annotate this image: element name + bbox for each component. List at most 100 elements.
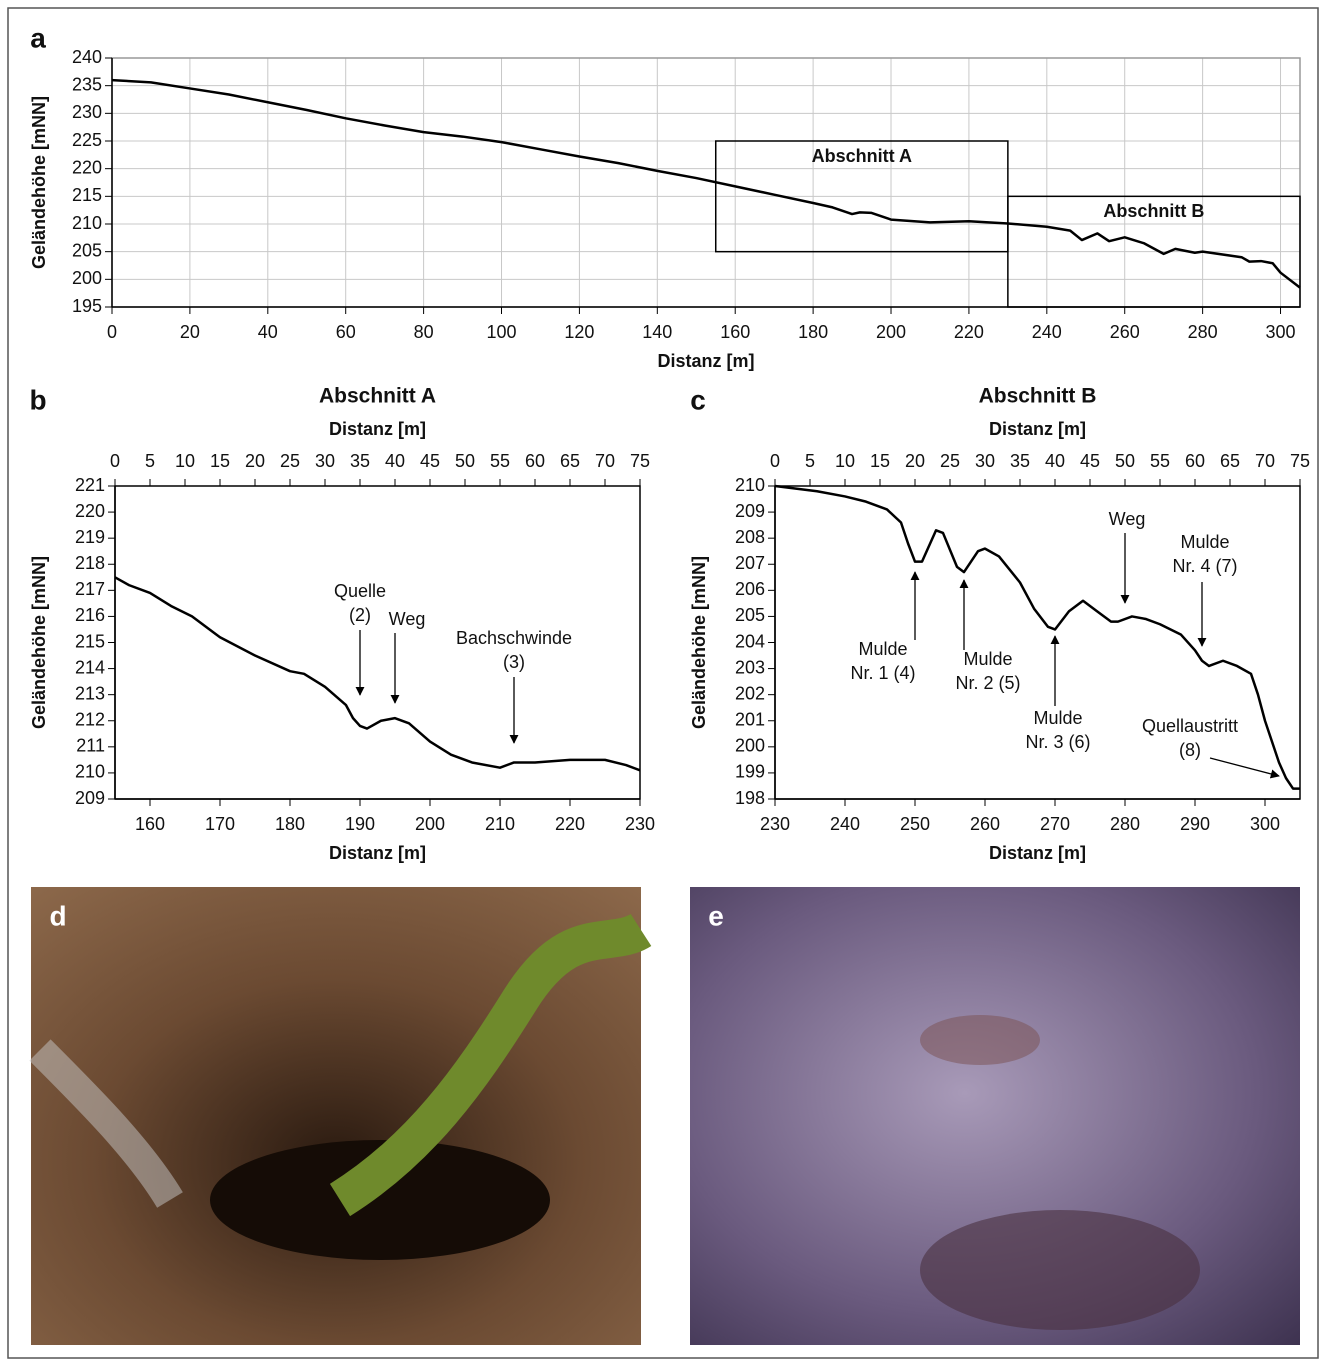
x2-tick-label: 10 bbox=[175, 451, 195, 471]
x-tick-label: 160 bbox=[135, 814, 165, 834]
x-tick-label: 240 bbox=[830, 814, 860, 834]
x2-tick-label: 20 bbox=[245, 451, 265, 471]
x-tick-label: 140 bbox=[642, 322, 672, 342]
plot-frame bbox=[112, 58, 1300, 307]
x2-tick-label: 40 bbox=[385, 451, 405, 471]
y-tick-label: 208 bbox=[735, 527, 765, 547]
y-tick-label: 214 bbox=[75, 657, 105, 677]
x2-tick-label: 60 bbox=[1185, 451, 1205, 471]
x2-tick-label: 20 bbox=[905, 451, 925, 471]
y-tick-label: 207 bbox=[735, 553, 765, 573]
x2-tick-label: 30 bbox=[315, 451, 335, 471]
annotation-text: Mulde bbox=[858, 639, 907, 659]
x-tick-label: 300 bbox=[1266, 322, 1296, 342]
x-tick-label: 210 bbox=[485, 814, 515, 834]
x-tick-label: 280 bbox=[1188, 322, 1218, 342]
x2-tick-label: 25 bbox=[940, 451, 960, 471]
y-tick-label: 216 bbox=[75, 605, 105, 625]
annotation-text: Weg bbox=[389, 609, 426, 629]
y-tick-label: 235 bbox=[72, 74, 102, 94]
x-tick-label: 220 bbox=[555, 814, 585, 834]
x2-tick-label: 5 bbox=[805, 451, 815, 471]
y-tick-label: 211 bbox=[76, 736, 105, 756]
x-tick-label: 40 bbox=[258, 322, 278, 342]
y-tick-label: 240 bbox=[72, 47, 102, 67]
panel-label: e bbox=[708, 900, 724, 931]
y-tick-label: 195 bbox=[72, 296, 102, 316]
y-tick-label: 213 bbox=[75, 683, 105, 703]
panel-label: d bbox=[49, 900, 66, 931]
x2-axis-label: Distanz [m] bbox=[329, 419, 426, 439]
x-tick-label: 230 bbox=[625, 814, 655, 834]
chart-title: Abschnitt B bbox=[979, 385, 1097, 408]
y-tick-label: 212 bbox=[75, 710, 105, 730]
x-tick-label: 260 bbox=[970, 814, 1000, 834]
x-tick-label: 270 bbox=[1040, 814, 1070, 834]
x2-tick-label: 0 bbox=[110, 451, 120, 471]
annotation-text: Nr. 1 (4) bbox=[850, 663, 915, 683]
profile-line bbox=[112, 80, 1300, 288]
x2-tick-label: 50 bbox=[1115, 451, 1135, 471]
x-axis-label: Distanz [m] bbox=[329, 843, 426, 863]
x-tick-label: 160 bbox=[720, 322, 750, 342]
panel-label: b bbox=[29, 384, 46, 415]
x-tick-label: 260 bbox=[1110, 322, 1140, 342]
x-tick-label: 170 bbox=[205, 814, 235, 834]
annotation-text: Nr. 2 (5) bbox=[955, 673, 1020, 693]
photo-e bbox=[690, 887, 1300, 1345]
x-tick-label: 120 bbox=[564, 322, 594, 342]
annotation-text: (8) bbox=[1179, 740, 1201, 760]
x2-tick-label: 30 bbox=[975, 451, 995, 471]
y-tick-label: 200 bbox=[72, 268, 102, 288]
y-tick-label: 210 bbox=[735, 475, 765, 495]
y-tick-label: 210 bbox=[72, 213, 102, 233]
x2-tick-label: 40 bbox=[1045, 451, 1065, 471]
y-tick-label: 204 bbox=[735, 631, 765, 651]
x2-tick-label: 15 bbox=[210, 451, 230, 471]
x2-tick-label: 75 bbox=[630, 451, 650, 471]
y-tick-label: 210 bbox=[75, 762, 105, 782]
x2-tick-label: 45 bbox=[420, 451, 440, 471]
y-axis-label: Geländehöhe [mNN] bbox=[689, 556, 709, 729]
x-tick-label: 250 bbox=[900, 814, 930, 834]
y-tick-label: 205 bbox=[735, 605, 765, 625]
y-axis-label: Geländehöhe [mNN] bbox=[29, 556, 49, 729]
x-tick-label: 280 bbox=[1110, 814, 1140, 834]
y-tick-label: 218 bbox=[75, 553, 105, 573]
y-tick-label: 225 bbox=[72, 130, 102, 150]
annotation-text: Nr. 4 (7) bbox=[1172, 556, 1237, 576]
x2-tick-label: 65 bbox=[560, 451, 580, 471]
annotation-text: Quellaustritt bbox=[1142, 716, 1238, 736]
x2-tick-label: 25 bbox=[280, 451, 300, 471]
x2-tick-label: 35 bbox=[1010, 451, 1030, 471]
annotation-text: (2) bbox=[349, 605, 371, 625]
y-tick-label: 200 bbox=[735, 736, 765, 756]
x2-tick-label: 75 bbox=[1290, 451, 1310, 471]
x2-tick-label: 50 bbox=[455, 451, 475, 471]
annotation-text: Nr. 3 (6) bbox=[1025, 732, 1090, 752]
figure: 0204060801001201401601802002202402602803… bbox=[0, 0, 1325, 1364]
annotation-text: Bachschwinde bbox=[456, 628, 572, 648]
x-tick-label: 180 bbox=[275, 814, 305, 834]
y-tick-label: 203 bbox=[735, 657, 765, 677]
y-tick-label: 219 bbox=[75, 527, 105, 547]
x-axis-label: Distanz [m] bbox=[989, 843, 1086, 863]
y-tick-label: 201 bbox=[735, 710, 765, 730]
x2-tick-label: 60 bbox=[525, 451, 545, 471]
photo-d bbox=[31, 887, 641, 1345]
x-tick-label: 180 bbox=[798, 322, 828, 342]
x2-tick-label: 15 bbox=[870, 451, 890, 471]
annotation-text: Quelle bbox=[334, 581, 386, 601]
section-label: Abschnitt A bbox=[812, 146, 912, 166]
x2-tick-label: 5 bbox=[145, 451, 155, 471]
y-tick-label: 215 bbox=[72, 185, 102, 205]
y-tick-label: 220 bbox=[75, 501, 105, 521]
y-tick-label: 209 bbox=[75, 788, 105, 808]
x2-tick-label: 70 bbox=[595, 451, 615, 471]
profile-line bbox=[115, 577, 640, 770]
x2-tick-label: 10 bbox=[835, 451, 855, 471]
y-tick-label: 206 bbox=[735, 579, 765, 599]
panel-label: a bbox=[30, 22, 46, 53]
x2-tick-label: 45 bbox=[1080, 451, 1100, 471]
chart-title: Abschnitt A bbox=[319, 385, 436, 408]
